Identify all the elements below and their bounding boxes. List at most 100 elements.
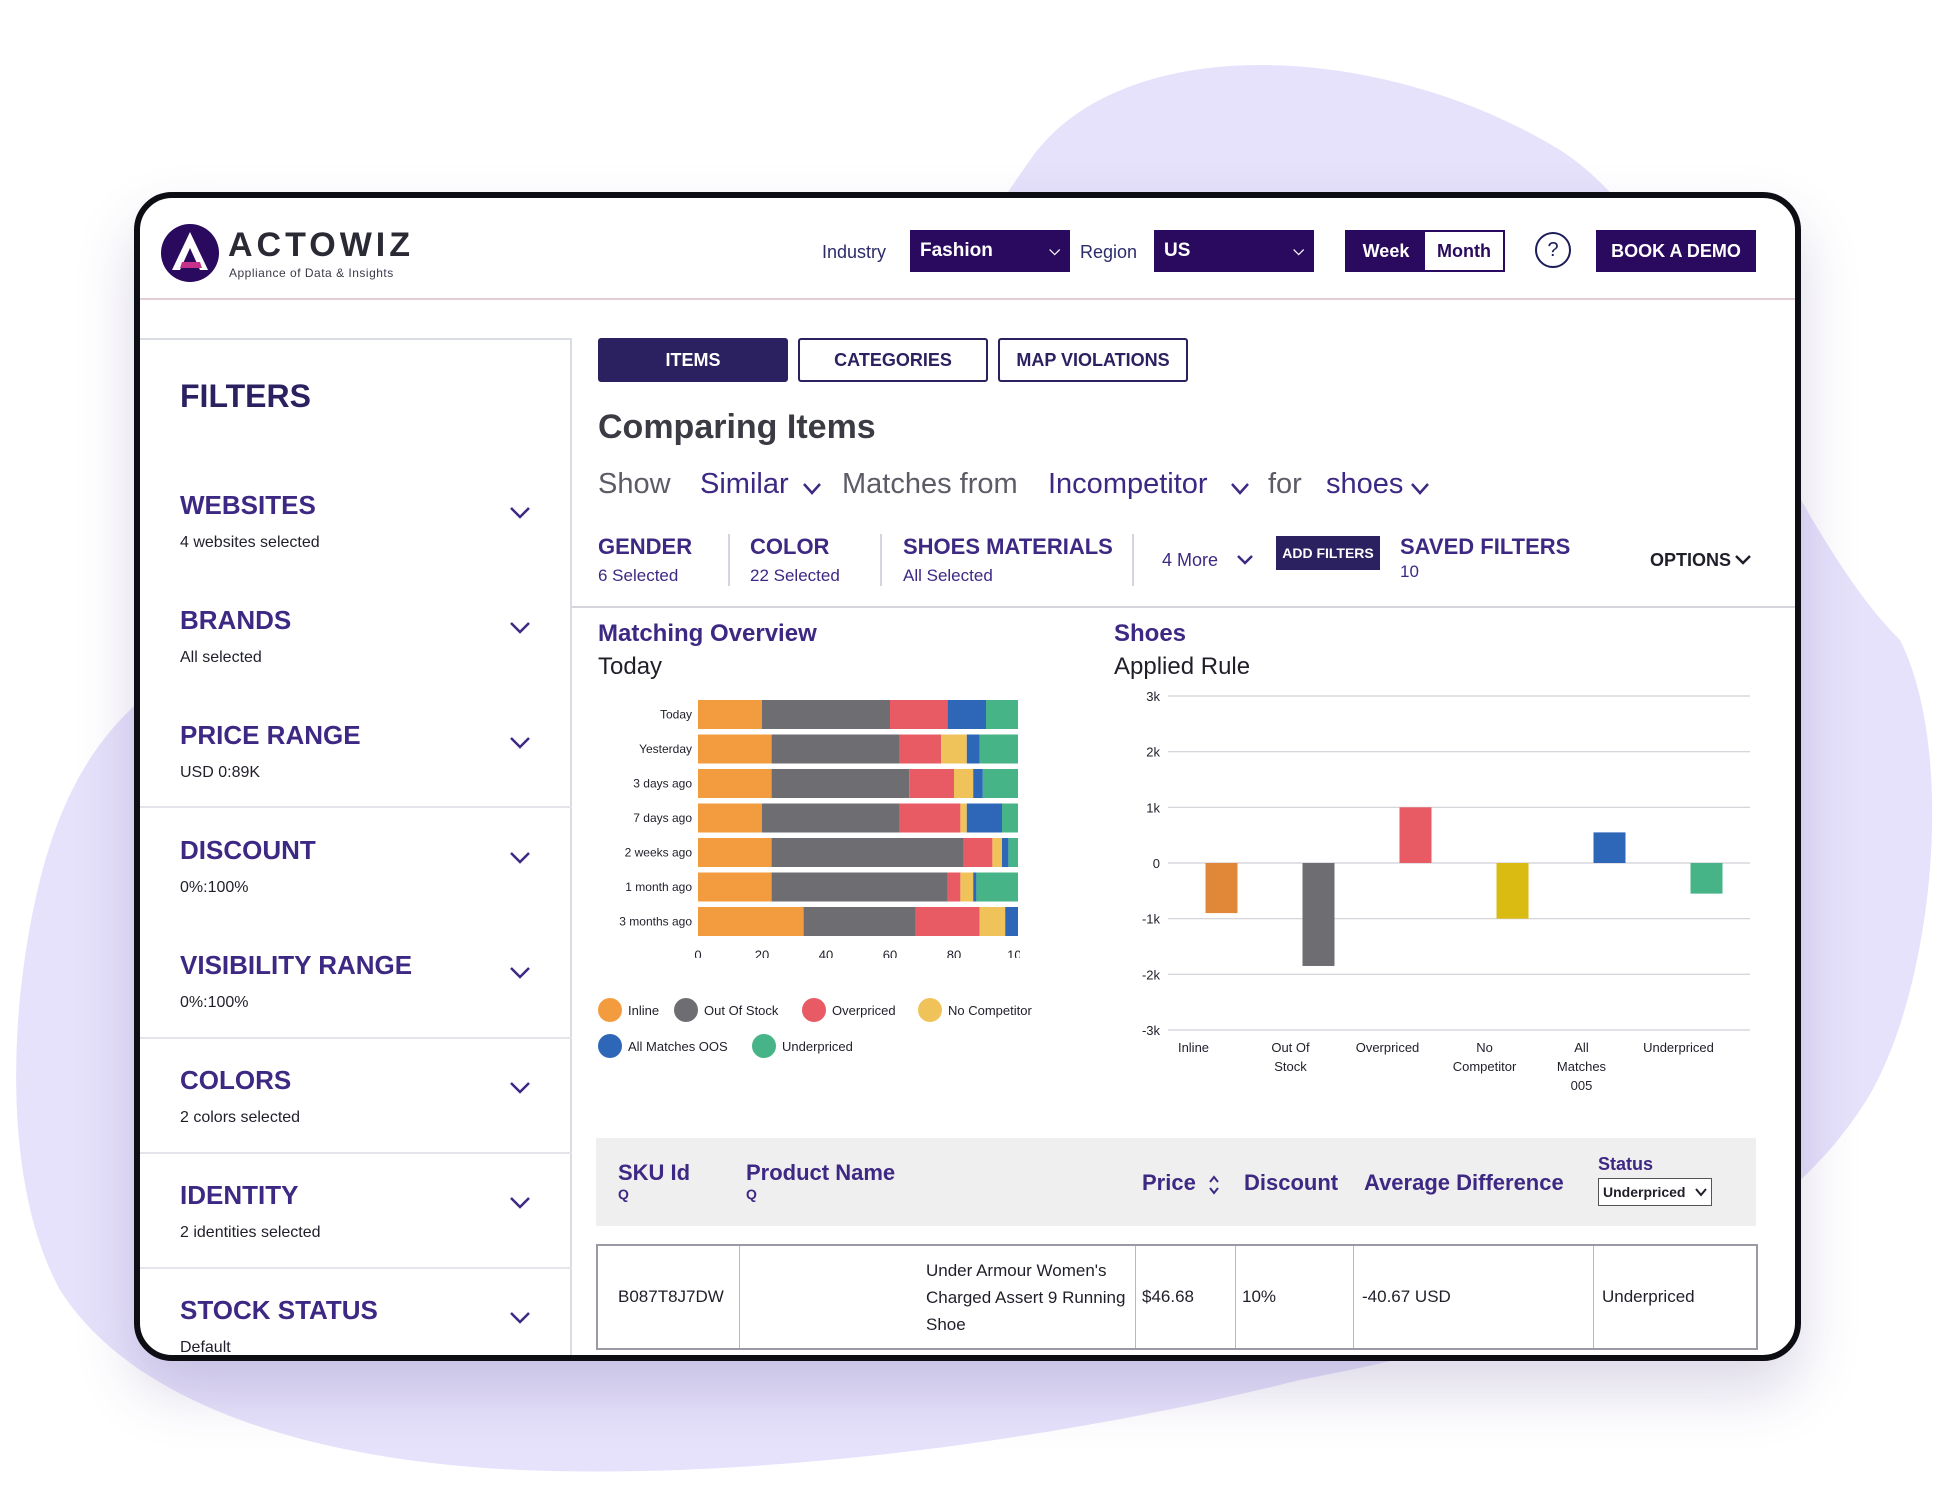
- filter-brands[interactable]: BRANDS All selected: [140, 605, 570, 721]
- brand-tagline: Appliance of Data & Insights: [229, 266, 394, 280]
- filter-visibility-range[interactable]: VISIBILITY RANGE 0%:100%: [140, 950, 570, 1066]
- filter-title: DISCOUNT: [180, 835, 316, 865]
- y-tick-label: -1k: [1142, 912, 1161, 927]
- chevron-down-icon: ⌵: [1293, 242, 1304, 258]
- filter-title: PRICE RANGE: [180, 720, 361, 750]
- shoes-chart-title: Shoes: [1114, 620, 1187, 647]
- color-filter[interactable]: COLOR 22 Selected: [750, 534, 840, 586]
- filter-websites[interactable]: WEBSITES 4 websites selected: [140, 490, 570, 606]
- chevron-down-icon[interactable]: [508, 1075, 532, 1099]
- for-select[interactable]: shoes: [1326, 468, 1404, 500]
- filter-stock-status[interactable]: STOCK STATUS Default: [140, 1295, 570, 1356]
- page-title: Comparing Items: [598, 408, 876, 446]
- x-tick-label: All Matches 005: [1557, 1040, 1607, 1093]
- tab-map-violations[interactable]: MAP VIOLATIONS: [998, 338, 1188, 382]
- region-select[interactable]: US ⌵: [1154, 230, 1314, 272]
- bar: [1496, 863, 1529, 919]
- more-filters-dropdown[interactable]: 4 More: [1162, 550, 1218, 571]
- chevron-down-icon: [1695, 1188, 1707, 1197]
- x-tick-label: Overpriced: [1356, 1040, 1420, 1055]
- filter-discount[interactable]: DISCOUNT 0%:100%: [140, 835, 570, 951]
- filter-title: STOCK STATUS: [180, 1295, 378, 1325]
- region-label: Region: [1080, 242, 1138, 262]
- bar: [1399, 807, 1432, 863]
- bar: [1302, 863, 1335, 966]
- tab-categories[interactable]: CATEGORIES: [798, 338, 988, 382]
- filter-subtitle: Default: [180, 1339, 231, 1356]
- show-select[interactable]: Similar: [700, 468, 789, 500]
- table-header: SKU Id Q Product Name Q Price Discount A…: [596, 1138, 1756, 1226]
- x-tick-label: 100: [1007, 948, 1020, 959]
- bar-segment: [963, 838, 993, 867]
- column-product-name[interactable]: Product Name: [746, 1160, 896, 1185]
- chevron-down-icon[interactable]: [1236, 554, 1254, 566]
- gender-filter[interactable]: GENDER 6 Selected: [598, 534, 692, 586]
- column-sku[interactable]: SKU Id: [618, 1160, 691, 1185]
- y-tick-label: Yesterday: [639, 742, 692, 756]
- matches-label: Matches from: [842, 468, 1018, 500]
- y-tick-label: 7 days ago: [633, 811, 692, 825]
- filter-subtitle: 2 colors selected: [180, 1109, 301, 1126]
- matches-select[interactable]: Incompetitor: [1048, 468, 1208, 500]
- chevron-down-icon[interactable]: [508, 615, 532, 639]
- chevron-down-icon[interactable]: [508, 500, 532, 524]
- filter-colors[interactable]: COLORS 2 colors selected: [140, 1065, 570, 1181]
- industry-select[interactable]: Fashion ⌵: [910, 230, 1070, 272]
- materials-filter[interactable]: SHOES MATERIALS All Selected: [903, 534, 1113, 586]
- matching-overview-subtitle: Today: [598, 653, 663, 680]
- help-icon[interactable]: ?: [1535, 232, 1571, 268]
- filter-identity[interactable]: IDENTITY 2 identities selected: [140, 1180, 570, 1296]
- chevron-down-icon[interactable]: [508, 730, 532, 754]
- chevron-down-icon[interactable]: [1230, 482, 1250, 496]
- legend-item-all-matches-oos: All Matches OOS: [598, 1034, 728, 1058]
- legend-item-underpriced: Underpriced: [752, 1034, 853, 1058]
- chevron-down-icon[interactable]: [508, 1305, 532, 1329]
- add-filters-button[interactable]: ADD FILTERS: [1276, 536, 1380, 570]
- bar: [1593, 832, 1626, 863]
- chevron-down-icon[interactable]: [508, 845, 532, 869]
- month-toggle[interactable]: Month: [1425, 232, 1503, 270]
- week-toggle[interactable]: Week: [1347, 232, 1425, 270]
- bar-segment: [771, 838, 964, 867]
- bar-segment: [698, 803, 762, 833]
- filter-subtitle: 2 identities selected: [180, 1224, 321, 1241]
- bar-segment: [698, 872, 772, 902]
- filter-divider: [140, 1037, 572, 1039]
- x-tick-label: Out Of Stock: [1271, 1040, 1310, 1074]
- column-discount[interactable]: Discount: [1244, 1170, 1339, 1195]
- bar-segment: [1002, 838, 1009, 867]
- legend-item-inline: Inline: [598, 998, 659, 1022]
- chevron-down-icon[interactable]: [1410, 482, 1430, 496]
- status-filter-select[interactable]: Underpriced: [1598, 1178, 1712, 1206]
- filter-price-range[interactable]: PRICE RANGE USD 0:89K: [140, 720, 570, 836]
- bar-segment: [803, 907, 916, 936]
- chevron-down-icon[interactable]: [508, 1190, 532, 1214]
- bar-segment: [890, 700, 948, 729]
- x-tick-label: No Competitor: [1453, 1040, 1517, 1074]
- column-price[interactable]: Price: [1142, 1170, 1196, 1195]
- legend-swatch: [598, 998, 622, 1022]
- color-title: COLOR: [750, 534, 830, 559]
- chevron-down-icon[interactable]: [508, 960, 532, 984]
- bar-segment: [966, 734, 980, 764]
- materials-title: SHOES MATERIALS: [903, 534, 1113, 559]
- legend-label: Overpriced: [832, 1002, 896, 1018]
- chevron-down-icon[interactable]: [802, 482, 822, 496]
- table-row[interactable]: B087T8J7DW Under Armour Women's Charged …: [596, 1244, 1758, 1350]
- legend-label: Out Of Stock: [704, 1002, 779, 1018]
- bar-segment: [979, 734, 1018, 764]
- sku-search-icon[interactable]: Q: [618, 1186, 629, 1202]
- saved-filters[interactable]: SAVED FILTERS 10: [1400, 534, 1570, 582]
- chevron-down-icon[interactable]: [1734, 554, 1752, 566]
- filters-sidebar: FILTERS WEBSITES 4 websites selected BRA…: [140, 338, 572, 1356]
- book-demo-button[interactable]: BOOK A DEMO: [1596, 230, 1756, 272]
- cell-product-name[interactable]: Under Armour Women's Charged Assert 9 Ru…: [740, 1246, 1136, 1348]
- sort-icon[interactable]: [1208, 1174, 1220, 1196]
- column-average-difference[interactable]: Average Difference: [1364, 1170, 1564, 1195]
- product-search-icon[interactable]: Q: [746, 1186, 757, 1202]
- options-dropdown[interactable]: OPTIONS: [1650, 550, 1731, 571]
- for-label: for: [1268, 468, 1302, 500]
- filter-title: IDENTITY: [180, 1180, 299, 1210]
- tab-items[interactable]: ITEMS: [598, 338, 788, 382]
- legend-item-no-competitor: No Competitor: [918, 998, 1032, 1022]
